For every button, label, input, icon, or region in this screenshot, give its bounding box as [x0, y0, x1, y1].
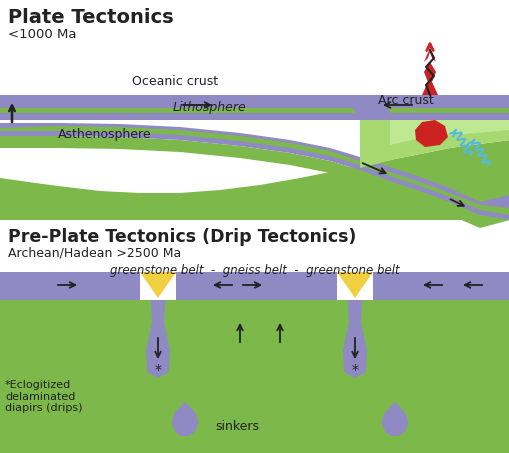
Polygon shape: [359, 95, 509, 120]
Polygon shape: [0, 300, 140, 310]
Polygon shape: [0, 123, 509, 220]
Bar: [0, 300, 509, 335]
Polygon shape: [164, 393, 205, 441]
Polygon shape: [0, 95, 379, 120]
Text: greenstone belt  -  gneiss belt  -  greenstone belt: greenstone belt - gneiss belt - greensto…: [110, 264, 399, 277]
Polygon shape: [381, 402, 408, 436]
Polygon shape: [0, 272, 140, 300]
Text: Archean/Hadean >2500 Ma: Archean/Hadean >2500 Ma: [8, 247, 181, 260]
Text: Plate Tectonics: Plate Tectonics: [8, 8, 173, 27]
Polygon shape: [359, 120, 509, 168]
Polygon shape: [0, 130, 509, 220]
Polygon shape: [135, 300, 181, 383]
Polygon shape: [343, 300, 366, 378]
Polygon shape: [0, 108, 369, 113]
Polygon shape: [146, 300, 169, 378]
Polygon shape: [372, 272, 509, 300]
Polygon shape: [389, 120, 509, 145]
Polygon shape: [336, 272, 372, 298]
Text: Asthenosphere: Asthenosphere: [58, 128, 151, 141]
Text: Oceanic crust: Oceanic crust: [132, 75, 218, 88]
Polygon shape: [140, 272, 176, 298]
Polygon shape: [171, 402, 198, 436]
Polygon shape: [0, 126, 509, 215]
Text: Pre-Plate Tectonics (Drip Tectonics): Pre-Plate Tectonics (Drip Tectonics): [8, 228, 356, 246]
Text: sinkers: sinkers: [215, 419, 259, 433]
Text: *Eclogitized
delaminated
diapirs (drips): *Eclogitized delaminated diapirs (drips): [5, 380, 82, 413]
Polygon shape: [414, 120, 447, 147]
Polygon shape: [359, 108, 509, 113]
Text: Lithosphere: Lithosphere: [173, 101, 246, 115]
Polygon shape: [331, 300, 377, 383]
Polygon shape: [176, 272, 336, 300]
Text: *: *: [351, 363, 358, 377]
Text: <1000 Ma: <1000 Ma: [8, 28, 76, 41]
Polygon shape: [372, 300, 509, 310]
Text: *: *: [154, 363, 161, 377]
Polygon shape: [374, 393, 415, 441]
Text: Arc crust: Arc crust: [377, 95, 433, 107]
Polygon shape: [423, 48, 435, 62]
Bar: [0, 325, 509, 453]
Polygon shape: [176, 300, 336, 310]
Polygon shape: [0, 136, 509, 228]
Polygon shape: [344, 95, 394, 120]
Polygon shape: [421, 62, 437, 95]
